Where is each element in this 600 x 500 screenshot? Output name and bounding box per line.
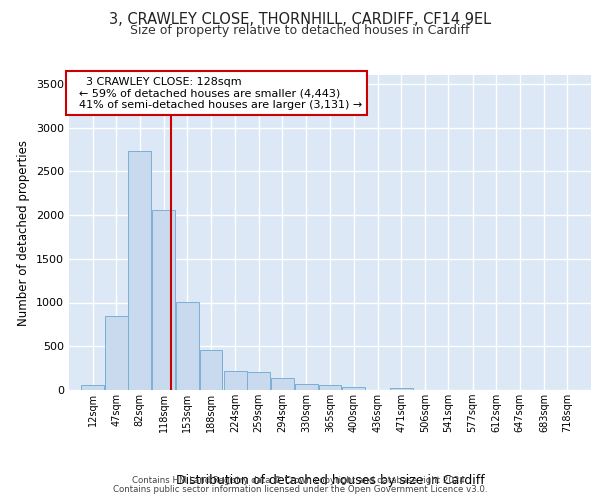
Text: Size of property relative to detached houses in Cardiff: Size of property relative to detached ho… <box>130 24 470 37</box>
Text: 3, CRAWLEY CLOSE, THORNHILL, CARDIFF, CF14 9EL: 3, CRAWLEY CLOSE, THORNHILL, CARDIFF, CF… <box>109 12 491 28</box>
Text: Contains public sector information licensed under the Open Government Licence v3: Contains public sector information licen… <box>113 484 487 494</box>
X-axis label: Distribution of detached houses by size in Cardiff: Distribution of detached houses by size … <box>176 474 484 487</box>
Bar <box>152 210 175 390</box>
Bar <box>81 385 104 390</box>
Bar <box>104 316 128 390</box>
Bar <box>342 386 365 390</box>
Text: Contains HM Land Registry data © Crown copyright and database right 2024.: Contains HM Land Registry data © Crown c… <box>132 476 468 485</box>
Text: 3 CRAWLEY CLOSE: 128sqm
  ← 59% of detached houses are smaller (4,443)
  41% of : 3 CRAWLEY CLOSE: 128sqm ← 59% of detache… <box>71 76 362 110</box>
Bar <box>390 388 413 390</box>
Bar <box>199 350 223 390</box>
Bar <box>128 151 151 390</box>
Bar <box>224 371 247 390</box>
Bar <box>271 378 293 390</box>
Bar <box>247 372 270 390</box>
Bar <box>319 385 341 390</box>
Bar <box>295 384 318 390</box>
Bar <box>176 302 199 390</box>
Y-axis label: Number of detached properties: Number of detached properties <box>17 140 31 326</box>
